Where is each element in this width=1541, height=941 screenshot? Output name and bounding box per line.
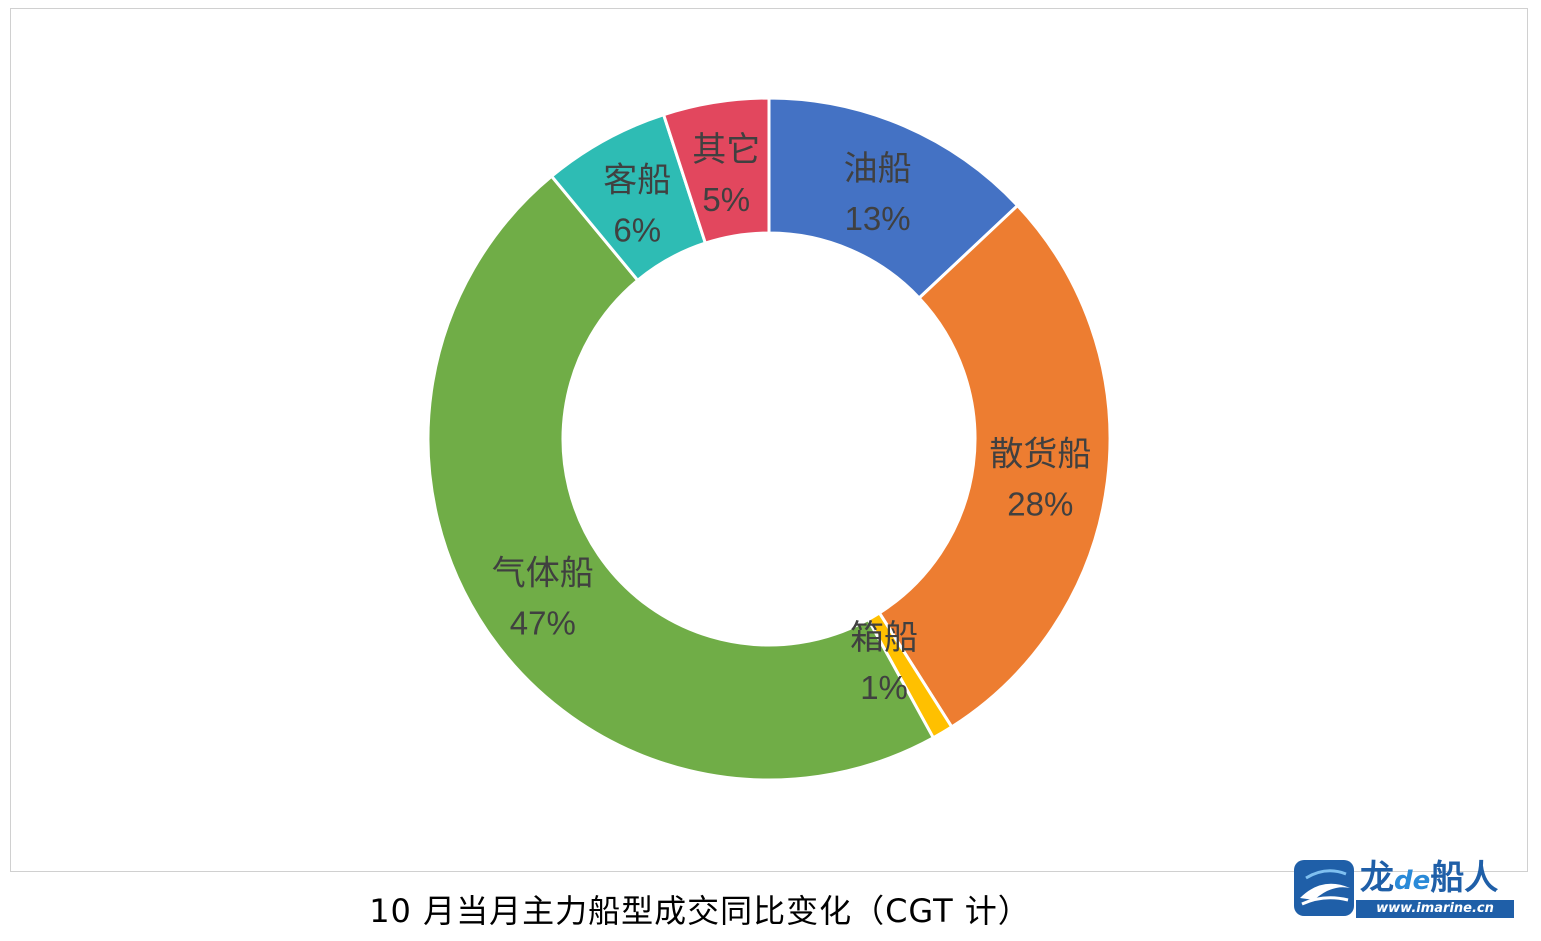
slice-label-passenger-ship: 客船 — [603, 160, 671, 200]
slice-label-bulk-carrier: 散货船 — [989, 434, 1091, 474]
slice-bulk-carrier — [877, 203, 1112, 729]
labels-group: 油船 13% 散货船 28% 箱船 1% 气体船 47% 客船 6% 其它 5% — [492, 130, 1092, 706]
brand-name-part2: 船人 — [1430, 858, 1499, 898]
slice-value-passenger-ship: 6% — [613, 211, 661, 248]
slice-value-bulk-carrier: 28% — [1007, 485, 1073, 522]
slice-other — [661, 96, 771, 245]
slice-value-gas-carrier: 47% — [510, 605, 576, 642]
slices-group — [426, 96, 1112, 782]
slice-label-gas-carrier: 气体船 — [492, 554, 594, 594]
slice-value-oil-tanker: 13% — [845, 200, 911, 237]
slice-label-container-ship: 箱船 — [850, 618, 918, 658]
slice-value-other: 5% — [702, 181, 750, 218]
slice-gas-carrier — [426, 174, 936, 782]
slice-value-container-ship: 1% — [860, 669, 908, 706]
brand-url: www.imarine.cn — [1356, 900, 1514, 918]
slice-label-other: 其它 — [692, 130, 760, 170]
brand-name: 龙de船人 — [1360, 858, 1498, 901]
slice-label-oil-tanker: 油船 — [844, 149, 912, 189]
brand-watermark: 龙de船人 www.imarine.cn — [1292, 858, 1522, 920]
brand-name-de: de — [1394, 866, 1431, 896]
chart-title: 10 月当月主力船型成交同比变化（CGT 计） — [369, 892, 1031, 930]
brand-name-part1: 龙 — [1360, 858, 1394, 898]
ship-logo-icon — [1294, 860, 1354, 916]
